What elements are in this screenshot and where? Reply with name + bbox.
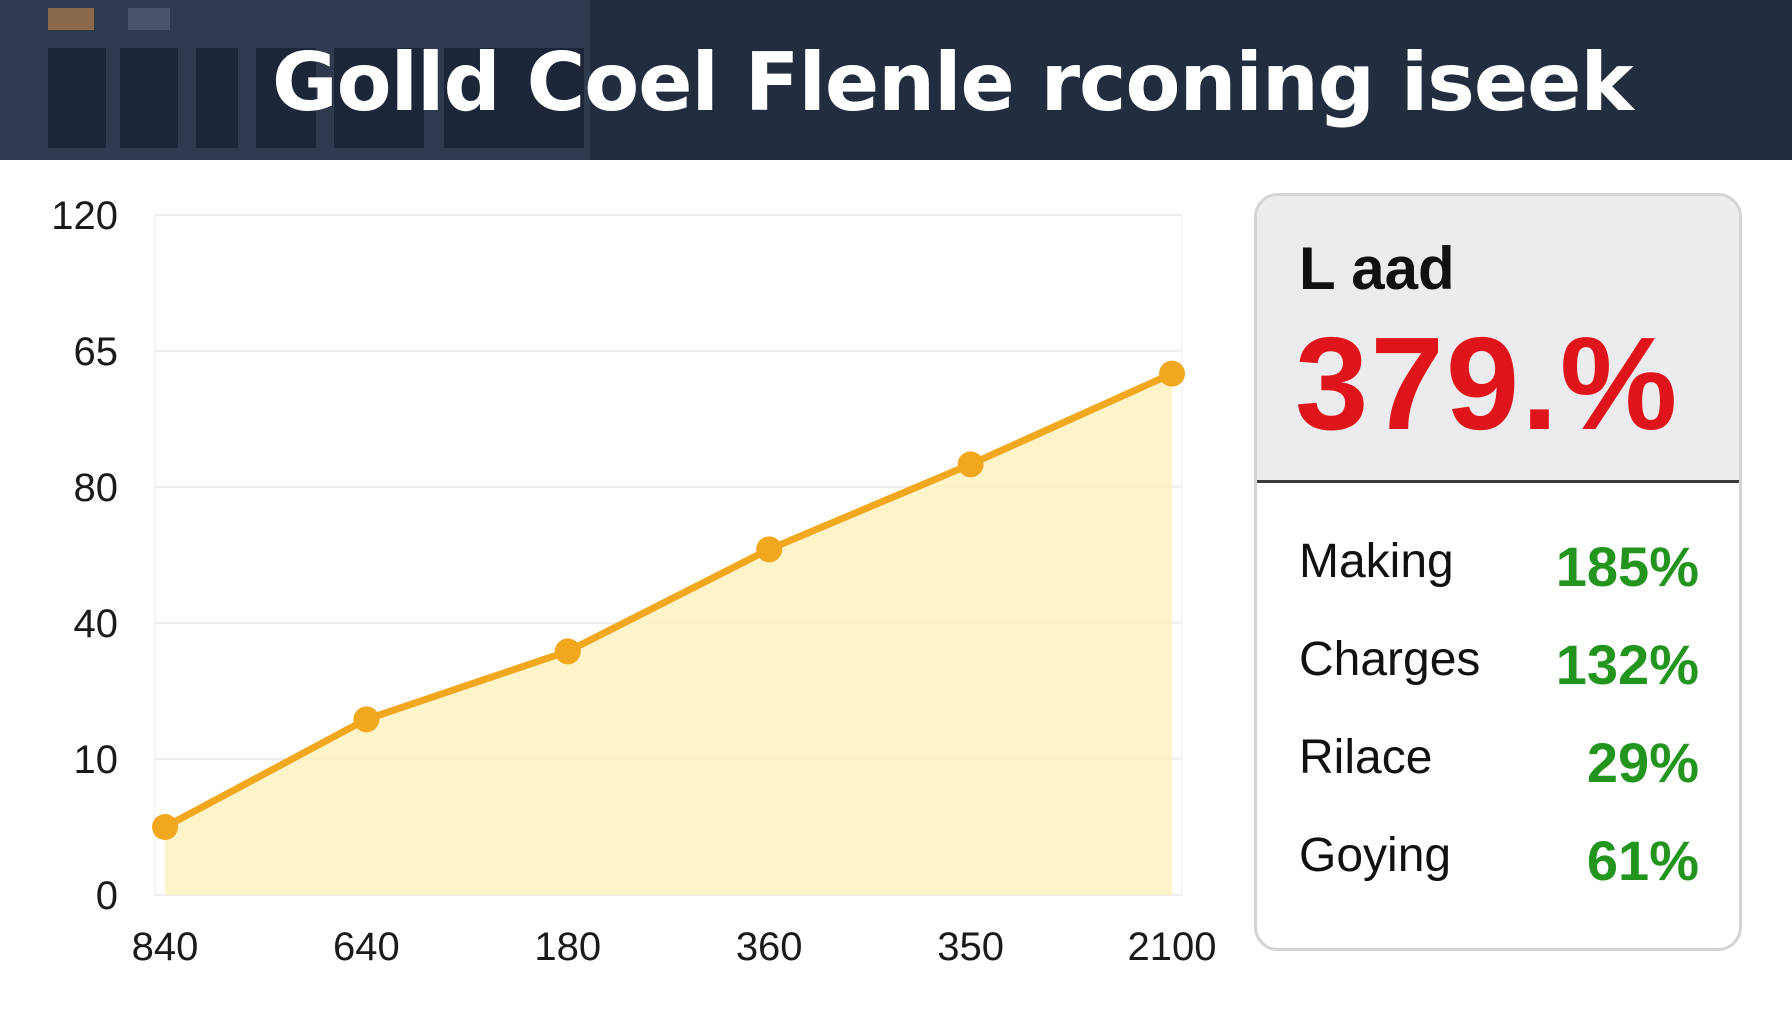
thumbnail: [196, 48, 238, 148]
header-bar: Golld Coel Flenle rconing iseek: [0, 0, 1792, 160]
data-point: [756, 536, 783, 563]
metric-value: 29%: [1586, 731, 1699, 794]
metric-name: Goying: [1299, 829, 1452, 882]
data-point: [554, 638, 581, 665]
metric-value: 61%: [1586, 829, 1699, 892]
headline-label: L aad: [1299, 235, 1455, 302]
metric-value: 132%: [1555, 633, 1699, 696]
series-line: [161, 370, 1176, 831]
thumbnail: [256, 48, 316, 148]
thumbnail-accent: [128, 8, 170, 30]
thumbnail-accent: [48, 8, 94, 30]
page-title: Golld Coel Flenle rconing iseek: [272, 36, 1634, 129]
thumbnail: [334, 48, 424, 148]
x-tick-label: 360: [736, 925, 803, 969]
x-tick-label: 180: [534, 925, 601, 969]
y-tick-label: 120: [51, 194, 118, 238]
thumbnail: [444, 48, 584, 148]
y-tick-label: 80: [74, 466, 119, 510]
x-tick-label: 2100: [1128, 925, 1217, 969]
series-area: [165, 373, 1172, 895]
metric-value: 185%: [1555, 535, 1699, 598]
metric-row: Charges 132%: [1299, 632, 1699, 696]
y-tick-label: 0: [96, 874, 118, 918]
headline-value: 379.%: [1295, 310, 1680, 457]
chart-area: 120 65 80 40 10 0 840 640 180 360 350 2100: [0, 170, 1250, 1020]
metric-row: Goying 61%: [1299, 828, 1699, 892]
data-point: [1159, 360, 1185, 387]
summary-card-header: L aad 379.%: [1257, 196, 1739, 483]
thumbnail: [48, 48, 106, 148]
metric-name: Charges: [1299, 633, 1481, 686]
header-background-image: [0, 0, 590, 160]
y-tick-label: 40: [74, 602, 119, 646]
metric-row: Rilace 29%: [1299, 730, 1699, 794]
y-tick-label: 65: [74, 330, 119, 374]
y-tick-label: 10: [74, 738, 119, 782]
metric-row: Making 185%: [1299, 534, 1699, 598]
metric-name: Rilace: [1299, 731, 1433, 784]
data-point: [353, 706, 380, 733]
line-area-chart: 120 65 80 40 10 0 840 640 180 360 350 2100: [51, 194, 1217, 969]
x-tick-label: 840: [132, 925, 199, 969]
thumbnail: [120, 48, 178, 148]
data-point: [152, 814, 178, 840]
metric-name: Making: [1299, 535, 1454, 588]
summary-card: L aad 379.% Making 185% Charges 132% Ril…: [1254, 193, 1742, 951]
x-tick-label: 640: [333, 925, 400, 969]
x-tick-label: 350: [937, 925, 1004, 969]
data-point: [957, 451, 984, 478]
